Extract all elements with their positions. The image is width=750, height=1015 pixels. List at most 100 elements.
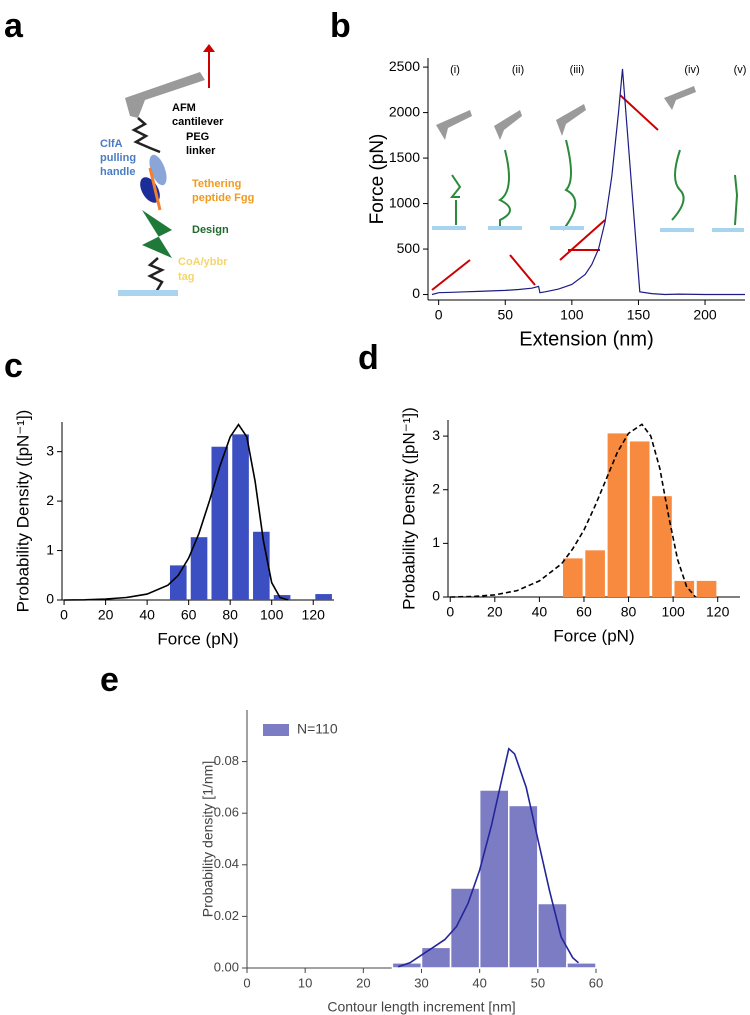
line <box>397 747 580 968</box>
x-tick-label: 0 <box>60 607 68 623</box>
label: AFM <box>172 102 196 114</box>
diagram: AFM cantilever PEG linker ClfA pulling h… <box>100 44 254 296</box>
annotation: (iv) <box>684 64 699 76</box>
bar <box>508 804 539 969</box>
panel-label: c <box>4 347 23 385</box>
x-tick-label: 60 <box>181 607 197 623</box>
y-tick-label: 1000 <box>389 194 420 210</box>
label: linker <box>186 145 216 157</box>
label: pulling <box>100 152 136 164</box>
y-tick-label: 0 <box>432 588 440 604</box>
y-axis-label: Probability Density ([pN⁻¹]) <box>13 410 32 613</box>
x-tick-label: 120 <box>706 604 730 620</box>
y-tick-label: 2500 <box>389 58 420 74</box>
y-tick-label: 0.02 <box>214 908 239 923</box>
bar <box>696 580 717 597</box>
label: peptide Fgg <box>192 192 254 204</box>
y-tick-label: 0 <box>412 285 420 301</box>
bar <box>566 962 597 969</box>
peptide <box>148 167 162 211</box>
y-tick-label: 0.00 <box>214 959 239 974</box>
x-tick-label: 100 <box>260 607 284 623</box>
x-tick-label: 200 <box>693 307 717 323</box>
bar <box>211 446 229 600</box>
y-tick-label: 0 <box>46 591 54 607</box>
panel-label: d <box>358 339 379 377</box>
x-axis-label: Contour length increment [nm] <box>327 999 515 1015</box>
arrow-head <box>203 44 215 52</box>
bar <box>253 531 270 600</box>
bar <box>629 441 650 597</box>
tag-linker <box>147 257 166 293</box>
insets <box>431 86 744 291</box>
label: CoA/ybbr <box>178 256 228 268</box>
y-axis-label: Probability Density ([pN⁻¹]) <box>399 407 418 610</box>
x-tick-label: 20 <box>98 607 114 623</box>
x-tick-label: 100 <box>661 604 685 620</box>
legend-label: N=110 <box>297 721 338 737</box>
label: handle <box>100 166 135 178</box>
bar <box>585 550 605 597</box>
y-tick-label: 2000 <box>389 103 420 119</box>
bar <box>563 558 583 597</box>
handle <box>149 154 167 186</box>
x-tick-label: 10 <box>298 975 312 990</box>
annotation: (i) <box>450 64 460 76</box>
bar <box>169 565 187 600</box>
annotation: (v) <box>734 64 747 76</box>
x-tick-label: 0 <box>446 604 454 620</box>
legend-swatch <box>263 724 289 736</box>
x-tick-label: 50 <box>531 975 545 990</box>
panel-label: b <box>330 7 351 45</box>
x-tick-label: 60 <box>576 604 592 620</box>
x-axis-label: Force (pN) <box>553 626 634 645</box>
annotation: (ii) <box>512 64 524 76</box>
panel-label: a <box>4 7 24 45</box>
y-tick-label: 2 <box>46 492 54 508</box>
design <box>142 210 172 258</box>
x-tick-label: 150 <box>627 307 651 323</box>
x-tick-label: 40 <box>532 604 548 620</box>
x-tick-label: 80 <box>222 607 238 623</box>
x-tick-label: 100 <box>560 307 584 323</box>
x-tick-label: 120 <box>302 607 326 623</box>
bar <box>420 946 452 969</box>
label: cantilever <box>172 116 224 128</box>
y-tick-label: 0.04 <box>214 856 239 871</box>
x-tick-label: 0 <box>435 307 443 323</box>
y-tick-label: 2 <box>432 480 440 496</box>
line <box>64 423 289 601</box>
x-tick-label: 40 <box>139 607 155 623</box>
y-axis-label: Force (pN) <box>367 134 388 225</box>
y-tick-label: 3 <box>432 427 440 443</box>
x-tick-label: 80 <box>621 604 637 620</box>
bar <box>607 433 628 597</box>
surface <box>118 290 178 296</box>
linker <box>131 117 161 154</box>
bar <box>652 496 672 597</box>
x-tick-label: 30 <box>414 975 428 990</box>
line <box>431 68 745 296</box>
y-tick-label: 3 <box>46 442 54 458</box>
label: Tethering <box>192 178 241 190</box>
cantilever <box>125 72 205 118</box>
panel-label: e <box>100 661 119 699</box>
x-tick-label: 20 <box>356 975 370 990</box>
label: Design <box>192 224 229 236</box>
label: PEG <box>186 131 209 143</box>
y-tick-label: 500 <box>397 240 421 256</box>
x-tick-label: 50 <box>497 307 513 323</box>
x-tick-label: 60 <box>589 975 603 990</box>
annotation: (iii) <box>570 64 585 76</box>
y-tick-label: 0.08 <box>214 753 239 768</box>
x-axis-label: Force (pN) <box>157 629 238 648</box>
bar <box>537 902 568 969</box>
y-tick-label: 1500 <box>389 149 420 165</box>
x-tick-label: 40 <box>472 975 486 990</box>
label: ClfA <box>100 138 123 150</box>
y-axis-label: Probability density [1/nm] <box>200 761 216 917</box>
label: tag <box>178 271 195 283</box>
y-tick-label: 1 <box>46 541 54 557</box>
bar <box>232 434 249 600</box>
